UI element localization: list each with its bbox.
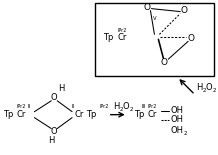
Text: OH: OH — [170, 126, 183, 135]
Text: O: O — [51, 93, 58, 102]
Text: Tp: Tp — [134, 110, 144, 119]
Text: 2: 2 — [213, 88, 216, 93]
Text: Cr: Cr — [17, 110, 26, 119]
Text: iPr2: iPr2 — [17, 104, 26, 109]
Text: H: H — [113, 102, 119, 111]
Text: Tp: Tp — [86, 110, 96, 119]
Text: 2: 2 — [203, 88, 206, 93]
Text: II: II — [71, 104, 74, 109]
Text: O: O — [188, 34, 195, 43]
Text: O: O — [181, 6, 188, 15]
Text: OH: OH — [170, 106, 183, 115]
Text: iPr2: iPr2 — [148, 104, 157, 109]
Text: II: II — [27, 104, 31, 109]
Text: H: H — [48, 136, 54, 145]
Text: O: O — [206, 83, 213, 92]
Text: III: III — [141, 104, 146, 109]
Text: OH: OH — [170, 115, 183, 124]
Text: Tp: Tp — [103, 33, 113, 42]
Text: iPr2: iPr2 — [100, 104, 109, 109]
Text: V: V — [153, 16, 156, 21]
Text: 2: 2 — [130, 107, 133, 112]
Text: H: H — [58, 84, 64, 93]
Text: iPr2: iPr2 — [118, 28, 127, 33]
Text: O: O — [51, 127, 58, 136]
Text: Cr: Cr — [118, 33, 127, 42]
Text: Cr: Cr — [148, 110, 157, 119]
Text: 2: 2 — [183, 131, 187, 136]
Text: H: H — [196, 83, 203, 92]
Bar — [95, 3, 214, 76]
Text: Tp: Tp — [3, 110, 13, 119]
Text: O: O — [161, 58, 168, 67]
Text: 2: 2 — [120, 107, 123, 112]
Text: O: O — [123, 102, 129, 111]
Text: O: O — [144, 3, 151, 12]
Text: Cr: Cr — [74, 110, 83, 119]
